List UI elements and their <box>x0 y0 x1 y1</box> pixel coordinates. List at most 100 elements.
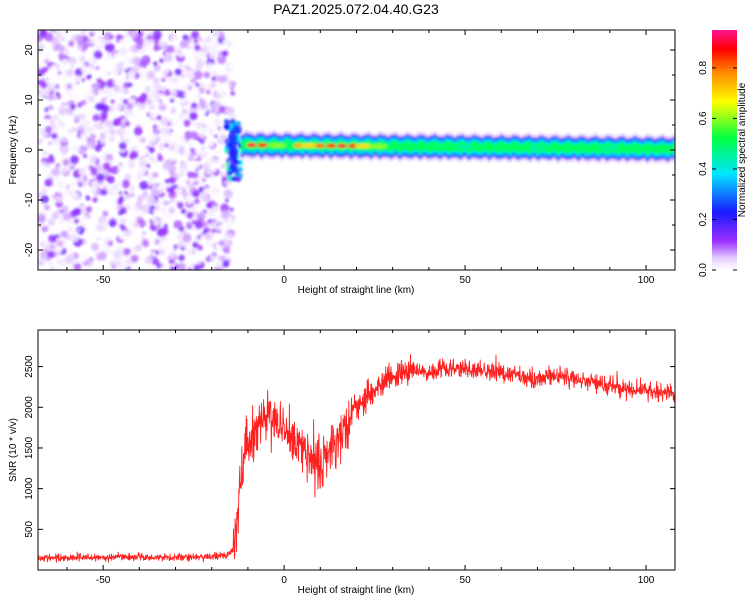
noise-blob <box>69 155 79 165</box>
noise-blob <box>129 116 136 123</box>
noise-blob <box>128 30 138 38</box>
noise-blob <box>178 51 185 58</box>
noise-blob <box>175 150 179 155</box>
transition-blob <box>231 176 237 182</box>
noise-blob <box>153 61 158 66</box>
colorbar-tick-label: 0.0 <box>698 263 709 277</box>
noise-blob <box>61 166 69 174</box>
spectrogram-panel: -50 0 50 100 -20 -10 0 10 20 Height of straight … <box>8 29 676 296</box>
noise-blob <box>42 222 47 227</box>
noise-blob <box>107 186 115 194</box>
noise-blob <box>201 123 210 132</box>
noise-blob <box>57 70 62 76</box>
noise-blob <box>44 32 54 42</box>
noise-blob <box>103 35 109 40</box>
noise-blob <box>164 137 172 145</box>
noise-blob <box>77 177 83 183</box>
noise-blob <box>45 189 50 194</box>
snr-axes: -50 0 50 100 500 1000 1500 2000 2500 <box>24 330 675 586</box>
noise-blob <box>140 64 145 69</box>
noise-blob <box>82 175 88 181</box>
noise-blob <box>196 93 202 99</box>
noise-blob <box>173 220 183 230</box>
noise-blob <box>183 119 191 127</box>
noise-blob <box>102 125 111 134</box>
snr-xlabel: Height of straight line (km) <box>298 585 415 596</box>
noise-blob <box>138 144 143 148</box>
noise-blob <box>221 171 227 178</box>
noise-blob <box>196 244 203 251</box>
noise-blob <box>164 178 170 184</box>
noise-blob <box>177 61 183 68</box>
noise-blob <box>168 258 175 265</box>
noise-blob <box>43 107 49 113</box>
noise-blob <box>206 43 216 54</box>
carrier-peak <box>600 146 619 151</box>
noise-blob <box>73 218 79 224</box>
noise-blob <box>60 136 68 144</box>
noise-blob <box>40 81 48 89</box>
y-tick-label: 500 <box>24 521 35 538</box>
transition-blob <box>238 126 242 130</box>
noise-blob <box>211 186 220 195</box>
noise-blob <box>51 167 61 177</box>
noise-blob <box>109 235 114 240</box>
noise-blob <box>217 223 226 232</box>
noise-blob <box>47 85 55 92</box>
carrier-peak <box>456 144 475 150</box>
noise-blob <box>126 102 134 110</box>
noise-blob <box>168 145 173 150</box>
noise-blob <box>123 229 132 237</box>
noise-blob <box>46 256 51 261</box>
noise-blob <box>38 170 43 176</box>
noise-blob <box>45 51 51 57</box>
noise-blob <box>127 46 134 52</box>
noise-blob <box>69 164 75 170</box>
noise-blob <box>127 70 136 79</box>
noise-blob <box>230 91 236 97</box>
noise-blob <box>191 102 198 109</box>
noise-blob <box>194 220 204 230</box>
noise-blob <box>66 69 74 77</box>
noise-blob <box>90 48 96 53</box>
noise-blob <box>177 138 187 148</box>
noise-blob <box>209 81 217 89</box>
noise-blob <box>160 86 167 92</box>
noise-blob <box>65 255 74 264</box>
noise-blob <box>77 124 86 133</box>
noise-blob <box>134 226 140 232</box>
noise-blob <box>223 180 229 185</box>
noise-blob <box>154 200 160 207</box>
noise-blob <box>62 205 69 212</box>
noise-blob <box>189 112 198 121</box>
noise-blob <box>166 81 176 91</box>
noise-blob <box>47 177 53 182</box>
noise-blob <box>77 35 85 42</box>
noise-blob <box>56 181 65 190</box>
noise-blob <box>110 66 120 76</box>
noise-blob <box>209 255 215 261</box>
noise-blob <box>220 203 230 213</box>
noise-blob <box>218 75 227 83</box>
noise-blob <box>132 164 139 171</box>
noise-blob <box>202 162 211 171</box>
noise-blob <box>191 121 196 126</box>
noise-blob <box>218 240 225 246</box>
noise-blob <box>214 260 223 269</box>
noise-blob <box>47 156 55 164</box>
noise-blob <box>38 260 43 267</box>
noise-blob <box>71 191 80 201</box>
noise-blob <box>58 121 66 128</box>
noise-blob <box>149 39 154 45</box>
noise-blob <box>61 153 65 157</box>
noise-blob <box>214 176 220 181</box>
noise-blob <box>78 119 87 127</box>
noise-blob <box>62 116 69 123</box>
noise-blob <box>144 125 150 130</box>
noise-blob <box>47 140 53 146</box>
noise-blob <box>201 145 206 151</box>
noise-blob <box>41 149 49 157</box>
carrier-peak <box>315 143 326 148</box>
noise-blob <box>217 52 223 58</box>
transition-blob <box>235 176 242 182</box>
